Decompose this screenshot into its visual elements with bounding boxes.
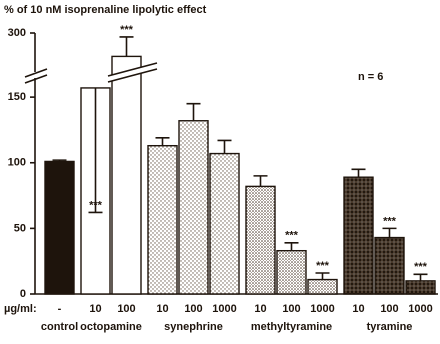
bar [111,55,142,295]
significance-label: *** [120,24,134,36]
y-tick-label: 0 [20,288,26,300]
bar [343,176,374,295]
significance-label: *** [383,215,397,227]
bar [307,278,338,295]
y-tick-label: 100 [8,157,26,169]
bar [209,152,240,295]
group-label: control [41,321,78,333]
chart-title: % of 10 nM isoprenaline lipolytic effect [4,4,207,16]
y-tick-label: 50 [14,222,26,234]
dose-label: 10 [254,303,266,315]
dose-label: - [58,303,62,315]
bar-break [107,62,158,83]
bar [245,185,276,295]
error-bar [217,139,232,154]
group-label: octopamine [80,321,142,333]
group-label: methyltyramine [251,321,332,333]
error-bar [52,159,67,162]
dose-label: 1000 [212,303,236,315]
group-label: synephrine [164,321,223,333]
significance-label: *** [285,230,299,242]
error-bar [88,87,103,214]
significance-label: *** [414,261,428,273]
dose-label: 100 [184,303,202,315]
y-tick-label: 300 [8,27,26,39]
significance-label: *** [316,260,330,272]
significance-label: *** [89,199,103,211]
error-bar [413,273,428,281]
bar [374,236,405,295]
y-tick-label: 150 [8,91,26,103]
error-bar [186,102,201,121]
dose-label: 10 [89,303,101,315]
bar [147,144,178,295]
error-bar [382,227,397,238]
bar [276,249,307,295]
error-bar [155,137,170,146]
axis-break [24,68,48,84]
bar [44,160,75,295]
dose-label: 10 [156,303,168,315]
dose-unit-label: µg/ml: [4,303,37,315]
dose-label: 100 [282,303,300,315]
error-bar [315,272,330,280]
error-bar [351,168,366,178]
dose-label: 10 [352,303,364,315]
dose-label: 1000 [310,303,334,315]
bar [178,120,209,295]
error-bar [253,175,268,187]
dose-label: 100 [117,303,135,315]
dose-label: 1000 [408,303,432,315]
annotation: n = 6 [358,71,383,83]
error-bar [284,242,299,251]
error-bar [119,36,134,57]
bar [405,280,436,295]
dose-label: 100 [380,303,398,315]
bar-break [108,66,145,82]
group-label: tyramine [367,321,413,333]
